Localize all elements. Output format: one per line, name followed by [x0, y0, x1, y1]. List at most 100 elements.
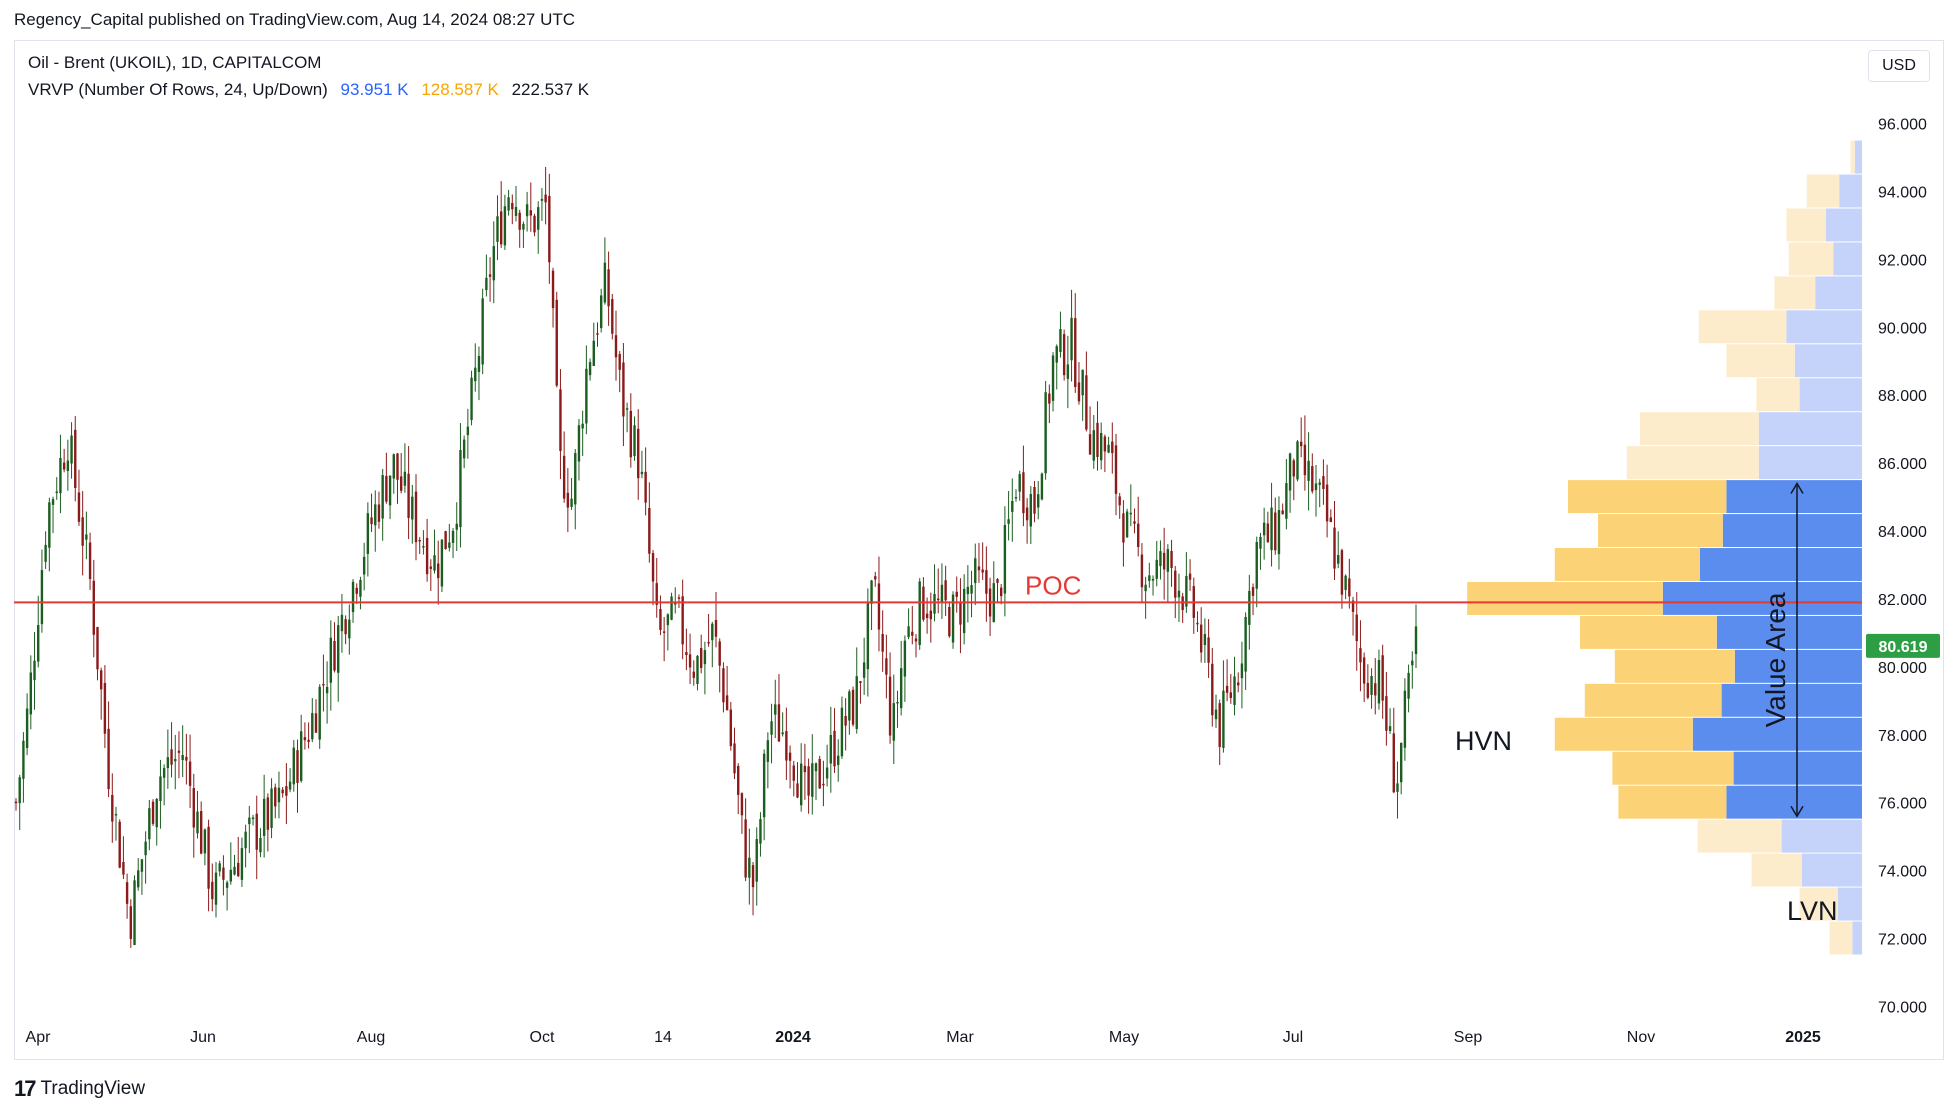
- candle-body: [1370, 676, 1373, 695]
- x-tick-8: Jul: [1283, 1029, 1303, 1046]
- x-tick-2: Aug: [357, 1029, 385, 1046]
- candle-body: [1059, 329, 1062, 352]
- candle-body: [559, 389, 562, 452]
- candle-body: [829, 734, 833, 764]
- candle-body: [1066, 364, 1070, 379]
- candle-body: [29, 672, 33, 715]
- candle-body: [285, 786, 288, 796]
- candle-body: [892, 703, 895, 741]
- candle-body: [518, 212, 521, 230]
- candle-body: [1329, 517, 1333, 523]
- candle-body: [99, 670, 103, 690]
- candle-body: [1174, 570, 1177, 598]
- candle-body: [603, 262, 607, 303]
- candle-body: [414, 491, 418, 543]
- candle-body: [685, 652, 688, 656]
- candle-body: [874, 576, 877, 580]
- candle-body: [755, 839, 758, 882]
- candle-body: [677, 597, 681, 599]
- candle-body: [407, 473, 410, 519]
- candle-body: [399, 476, 403, 491]
- candle-body: [85, 534, 88, 540]
- candle-body: [1170, 550, 1173, 569]
- currency-button[interactable]: USD: [1868, 50, 1930, 82]
- candle-body: [351, 581, 355, 613]
- candle-body: [1359, 648, 1362, 663]
- candle-body: [899, 668, 903, 709]
- candle-body: [955, 591, 958, 597]
- candle-body: [837, 755, 840, 765]
- candle-body: [1107, 444, 1110, 453]
- y-tick-0: 96.000: [1878, 117, 1927, 134]
- indicator-label: VRVP (Number Of Rows, 24, Up/Down): [28, 80, 328, 99]
- profile-row-down-13: [1467, 581, 1663, 615]
- candle-body: [1162, 552, 1166, 570]
- candle-body: [1381, 655, 1384, 701]
- candle-body: [1092, 430, 1095, 461]
- candle-body: [1051, 355, 1055, 401]
- candle-body: [1177, 590, 1181, 598]
- candle-body: [229, 869, 233, 882]
- candle-body: [833, 730, 836, 767]
- profile-row-up-12: [1700, 548, 1862, 581]
- footer-brand[interactable]: 17 TradingView: [14, 1076, 145, 1102]
- candle-body: [529, 210, 533, 216]
- profile-row-up-1: [1839, 174, 1862, 208]
- indicator-legend[interactable]: VRVP (Number Of Rows, 24, Up/Down) 93.95…: [28, 80, 589, 100]
- candle-body: [607, 269, 610, 307]
- profile-row-down-18: [1612, 751, 1734, 785]
- candle-body: [214, 872, 218, 905]
- candle-body: [1029, 494, 1033, 527]
- candle-body: [1222, 690, 1225, 748]
- candle-body: [566, 492, 570, 508]
- candle-body: [344, 619, 347, 635]
- candle-body: [1133, 521, 1136, 524]
- candle-body: [177, 750, 181, 753]
- candle-body: [485, 277, 488, 291]
- candle-body: [1299, 441, 1303, 447]
- candle-body: [311, 713, 314, 740]
- profile-row-up-14: [1716, 615, 1862, 649]
- y-tick-7: 82.000: [1878, 592, 1927, 609]
- candle-body: [799, 763, 803, 806]
- poc-label: POC: [1025, 570, 1081, 600]
- candle-body: [903, 640, 907, 677]
- candle-body: [866, 603, 870, 670]
- candle-body: [929, 610, 933, 620]
- candle-body: [692, 671, 695, 678]
- candle-body: [877, 583, 881, 630]
- candle-body: [985, 570, 988, 594]
- candle-body: [1392, 733, 1395, 793]
- candle-body: [888, 676, 892, 736]
- candle-body: [1166, 549, 1170, 572]
- candle-body: [1348, 578, 1351, 597]
- candle-body: [574, 453, 577, 505]
- candle-body: [159, 776, 162, 801]
- symbol-legend[interactable]: Oil - Brent (UKOIL), 1D, CAPITALCOM: [28, 53, 321, 73]
- candle-body: [340, 614, 344, 632]
- candle-body: [633, 425, 636, 457]
- candle-body: [885, 658, 888, 675]
- candle-body: [25, 708, 29, 748]
- candle-body: [933, 593, 936, 614]
- candle-body: [222, 867, 225, 880]
- candle-body: [70, 435, 73, 464]
- candle-body: [996, 579, 999, 583]
- candle-body: [937, 598, 940, 601]
- candle-body: [1366, 682, 1370, 698]
- candle-body: [244, 831, 247, 849]
- candle-body: [88, 542, 92, 580]
- candle-body: [348, 619, 351, 639]
- profile-row-down-8: [1640, 412, 1759, 446]
- tradingview-brand-label: TradingView: [40, 1078, 146, 1099]
- candle-body: [385, 475, 388, 502]
- candle-body: [1325, 484, 1329, 522]
- candle-body: [1096, 422, 1099, 457]
- candle-body: [533, 215, 536, 233]
- candle-body: [270, 788, 273, 828]
- profile-row-up-22: [1838, 887, 1862, 921]
- candle-body: [466, 426, 470, 436]
- candle-body: [37, 624, 40, 662]
- candle-body: [374, 504, 377, 526]
